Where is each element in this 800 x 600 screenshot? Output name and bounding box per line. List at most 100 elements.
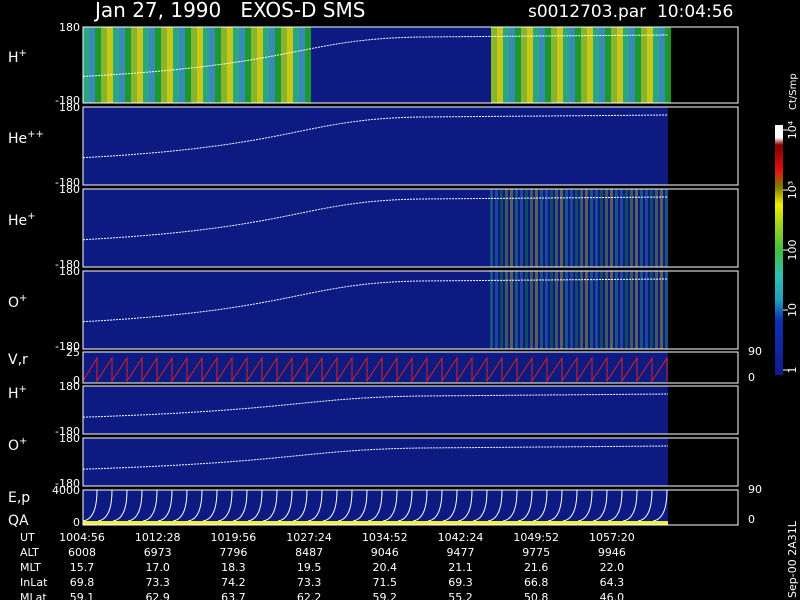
table-cell: 71.5 xyxy=(373,576,398,589)
trace xyxy=(337,489,353,522)
table-cell: 62.9 xyxy=(145,591,170,600)
spectrogram-stripe xyxy=(620,189,623,267)
spectrogram-stripe xyxy=(131,27,137,103)
y-tick-label: -180 xyxy=(55,477,80,490)
spectrogram-stripe xyxy=(590,189,593,267)
trace xyxy=(397,489,413,522)
spectrogram-stripe xyxy=(305,27,311,103)
panel-label: He+ xyxy=(8,211,36,229)
spectrogram-stripe xyxy=(545,271,548,349)
spectrogram-stripe xyxy=(635,271,638,349)
spectrogram-stripe xyxy=(495,271,498,349)
table-cell: 74.2 xyxy=(221,576,246,589)
panel-label-text: H xyxy=(8,50,19,66)
spectrogram-stripe xyxy=(581,27,587,103)
table-cell: 59.2 xyxy=(373,591,398,600)
spectrogram-stripe xyxy=(655,271,658,349)
spectrogram-stripe xyxy=(605,27,611,103)
table-cell: 69.8 xyxy=(70,576,95,589)
panel-frame xyxy=(82,437,739,487)
spectrogram-stripe xyxy=(149,27,155,103)
table-cell: 6973 xyxy=(144,546,172,559)
spectrogram-stripe xyxy=(560,271,563,349)
table-cell: 1057:20 xyxy=(589,531,635,544)
trace xyxy=(622,489,638,522)
spectrogram-stripe xyxy=(227,27,233,103)
y2-tick-label: 90 xyxy=(748,345,762,358)
footer: Sep-00 2A31L xyxy=(786,520,799,598)
y-tick-label: 180 xyxy=(59,183,80,196)
trace xyxy=(82,278,669,323)
trace xyxy=(307,489,323,522)
spectrogram-stripe xyxy=(551,27,557,103)
table-cell: 1027:24 xyxy=(286,531,332,544)
trace xyxy=(352,489,368,522)
spectrogram-stripe xyxy=(665,27,671,103)
spectrogram-stripe xyxy=(570,189,573,267)
trace xyxy=(112,489,128,522)
spectrogram-stripe xyxy=(527,27,533,103)
table-cell: 64.3 xyxy=(600,576,625,589)
trace xyxy=(457,489,473,522)
trace xyxy=(517,489,533,522)
trace xyxy=(322,489,338,522)
spectrogram-stripe xyxy=(89,27,95,103)
table-cell: 8487 xyxy=(295,546,323,559)
spectrogram-stripe xyxy=(197,27,203,103)
trace xyxy=(442,489,458,522)
trace xyxy=(577,489,593,522)
spectrogram-stripe xyxy=(535,271,538,349)
y-tick-label: 180 xyxy=(59,432,80,445)
spectrogram-stripe xyxy=(251,27,257,103)
trace xyxy=(592,489,608,522)
table-cell: 59.1 xyxy=(70,591,95,600)
table-cell: 69.3 xyxy=(448,576,473,589)
y-tick-label: -180 xyxy=(55,94,80,107)
spectrogram-stripe xyxy=(575,271,578,349)
spectrogram-stripe xyxy=(600,189,603,267)
spectrogram-stripe xyxy=(565,271,568,349)
spectrogram xyxy=(83,271,668,349)
spectrogram-stripe xyxy=(555,271,558,349)
y-tick-label: -180 xyxy=(55,340,80,353)
colorbar-label: 1 xyxy=(786,367,799,374)
spectrogram-stripe xyxy=(615,189,618,267)
spectrogram-stripe xyxy=(650,189,653,267)
trace xyxy=(217,489,233,522)
spectrogram-stripe xyxy=(515,189,518,267)
table-cell: 9477 xyxy=(447,546,475,559)
spectrogram-stripe xyxy=(500,189,503,267)
spectrogram-stripe xyxy=(635,189,638,267)
spectrogram-stripe xyxy=(587,27,593,103)
spectrogram-stripe xyxy=(560,189,563,267)
table-cell: 1049:52 xyxy=(513,531,559,544)
spectrogram-stripe xyxy=(515,271,518,349)
trace xyxy=(637,489,653,522)
panel-label-text: O xyxy=(8,295,19,311)
trace xyxy=(202,489,218,522)
spectrogram-stripe xyxy=(641,27,647,103)
trace xyxy=(382,489,398,522)
table-cell: 6008 xyxy=(68,546,96,559)
trace xyxy=(82,393,669,418)
spectrogram-stripe xyxy=(575,189,578,267)
trace xyxy=(412,489,428,522)
spectrogram-stripe xyxy=(245,27,251,103)
row-label: InLat xyxy=(20,576,48,589)
spectrogram-stripe xyxy=(545,27,551,103)
spectrogram-stripe xyxy=(505,189,508,267)
spectrogram-stripe xyxy=(605,189,608,267)
spectrogram-stripe xyxy=(617,27,623,103)
title: Jan 27, 1990 EXOS-D SMS xyxy=(93,0,365,22)
spectrogram-stripe xyxy=(580,189,583,267)
panel-label-text: E,p xyxy=(8,490,30,506)
spectrogram-stripe xyxy=(173,27,179,103)
spectrogram-stripe xyxy=(539,27,545,103)
trace xyxy=(427,489,443,522)
panel-label-sup: + xyxy=(19,293,27,304)
table-cell: 7796 xyxy=(219,546,247,559)
table-cell: 18.3 xyxy=(221,561,246,574)
table-cell: 22.0 xyxy=(600,561,625,574)
spectrogram-stripe xyxy=(635,27,641,103)
